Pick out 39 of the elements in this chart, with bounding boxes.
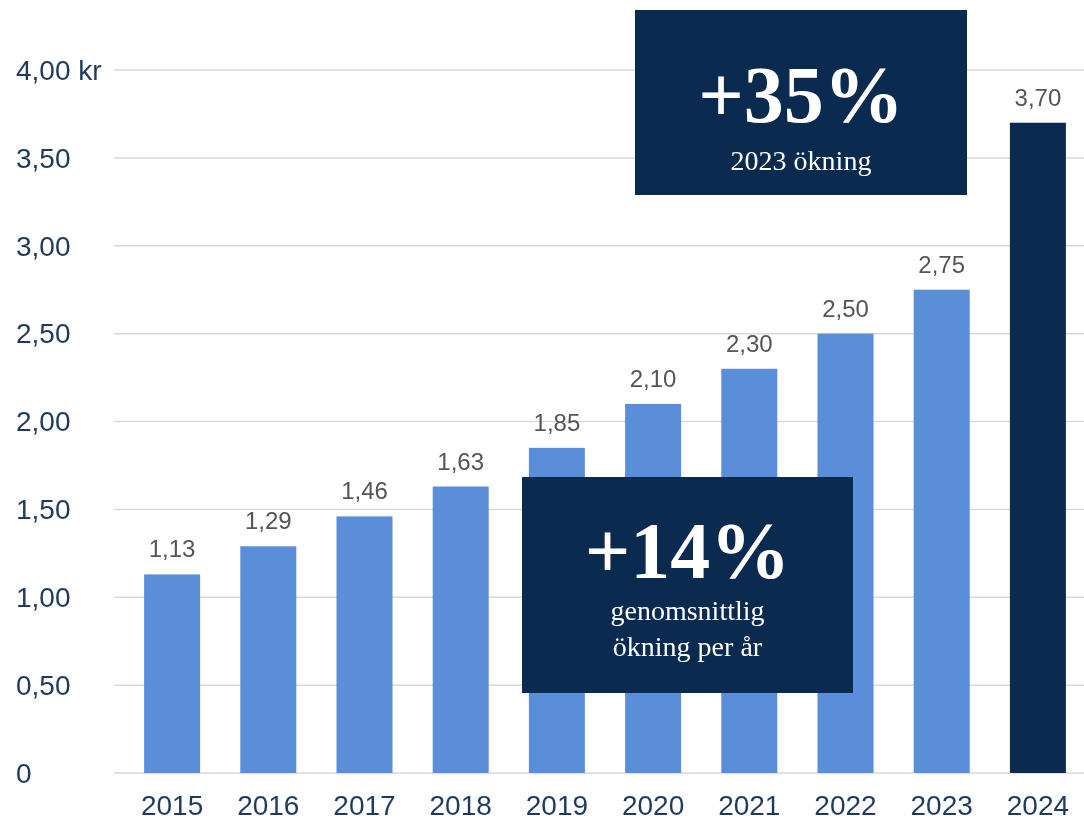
bar — [1009, 122, 1066, 773]
data-label: 2,10 — [629, 364, 677, 392]
bar — [240, 546, 297, 773]
x-tick-label: 2023 — [910, 790, 973, 821]
data-label: 2,75 — [918, 250, 966, 278]
data-label: 1,29 — [244, 507, 292, 535]
y-tick-label: 4,00 kr — [16, 54, 102, 86]
annotation: genomsnittlig ökning per år — [610, 595, 765, 662]
bar — [913, 289, 970, 773]
x-tick-label: 2016 — [237, 790, 300, 821]
data-label: 1,85 — [533, 408, 581, 436]
x-tick-label: 2019 — [525, 790, 589, 821]
x-tick-label: 2022 — [814, 790, 877, 821]
y-tick-label: 0,50 — [16, 669, 71, 701]
data-label: 2,30 — [725, 329, 773, 357]
data-label: 1,46 — [341, 477, 388, 505]
y-tick-label: 1,50 — [16, 494, 71, 526]
y-tick-label: 2,50 — [16, 318, 71, 350]
y-tick-label: 2,00 — [16, 406, 71, 438]
y-tick-label: 3,00 — [16, 230, 71, 262]
bar — [336, 516, 393, 773]
annotation: +35% — [698, 51, 904, 139]
x-tick-label: 2015 — [140, 790, 204, 821]
data-label: 1,13 — [148, 535, 196, 563]
bar — [432, 486, 489, 773]
x-tick-label: 2024 — [1006, 790, 1070, 821]
y-tick-label: 1,00 — [16, 582, 71, 614]
data-label: 3,70 — [1014, 83, 1062, 111]
annotation: 2023 ökning — [730, 145, 872, 176]
data-label: 1,63 — [437, 447, 485, 475]
bar — [144, 574, 201, 773]
data-label: 2,50 — [822, 294, 869, 322]
y-tick-label: 0 — [16, 757, 32, 789]
y-tick-label: 3,50 — [16, 142, 71, 174]
x-tick-label: 2020 — [621, 790, 685, 821]
x-tick-label: 2021 — [718, 790, 781, 821]
x-tick-label: 2017 — [333, 790, 396, 821]
x-tick-label: 2018 — [429, 790, 492, 821]
annotation: +14% — [584, 507, 791, 595]
